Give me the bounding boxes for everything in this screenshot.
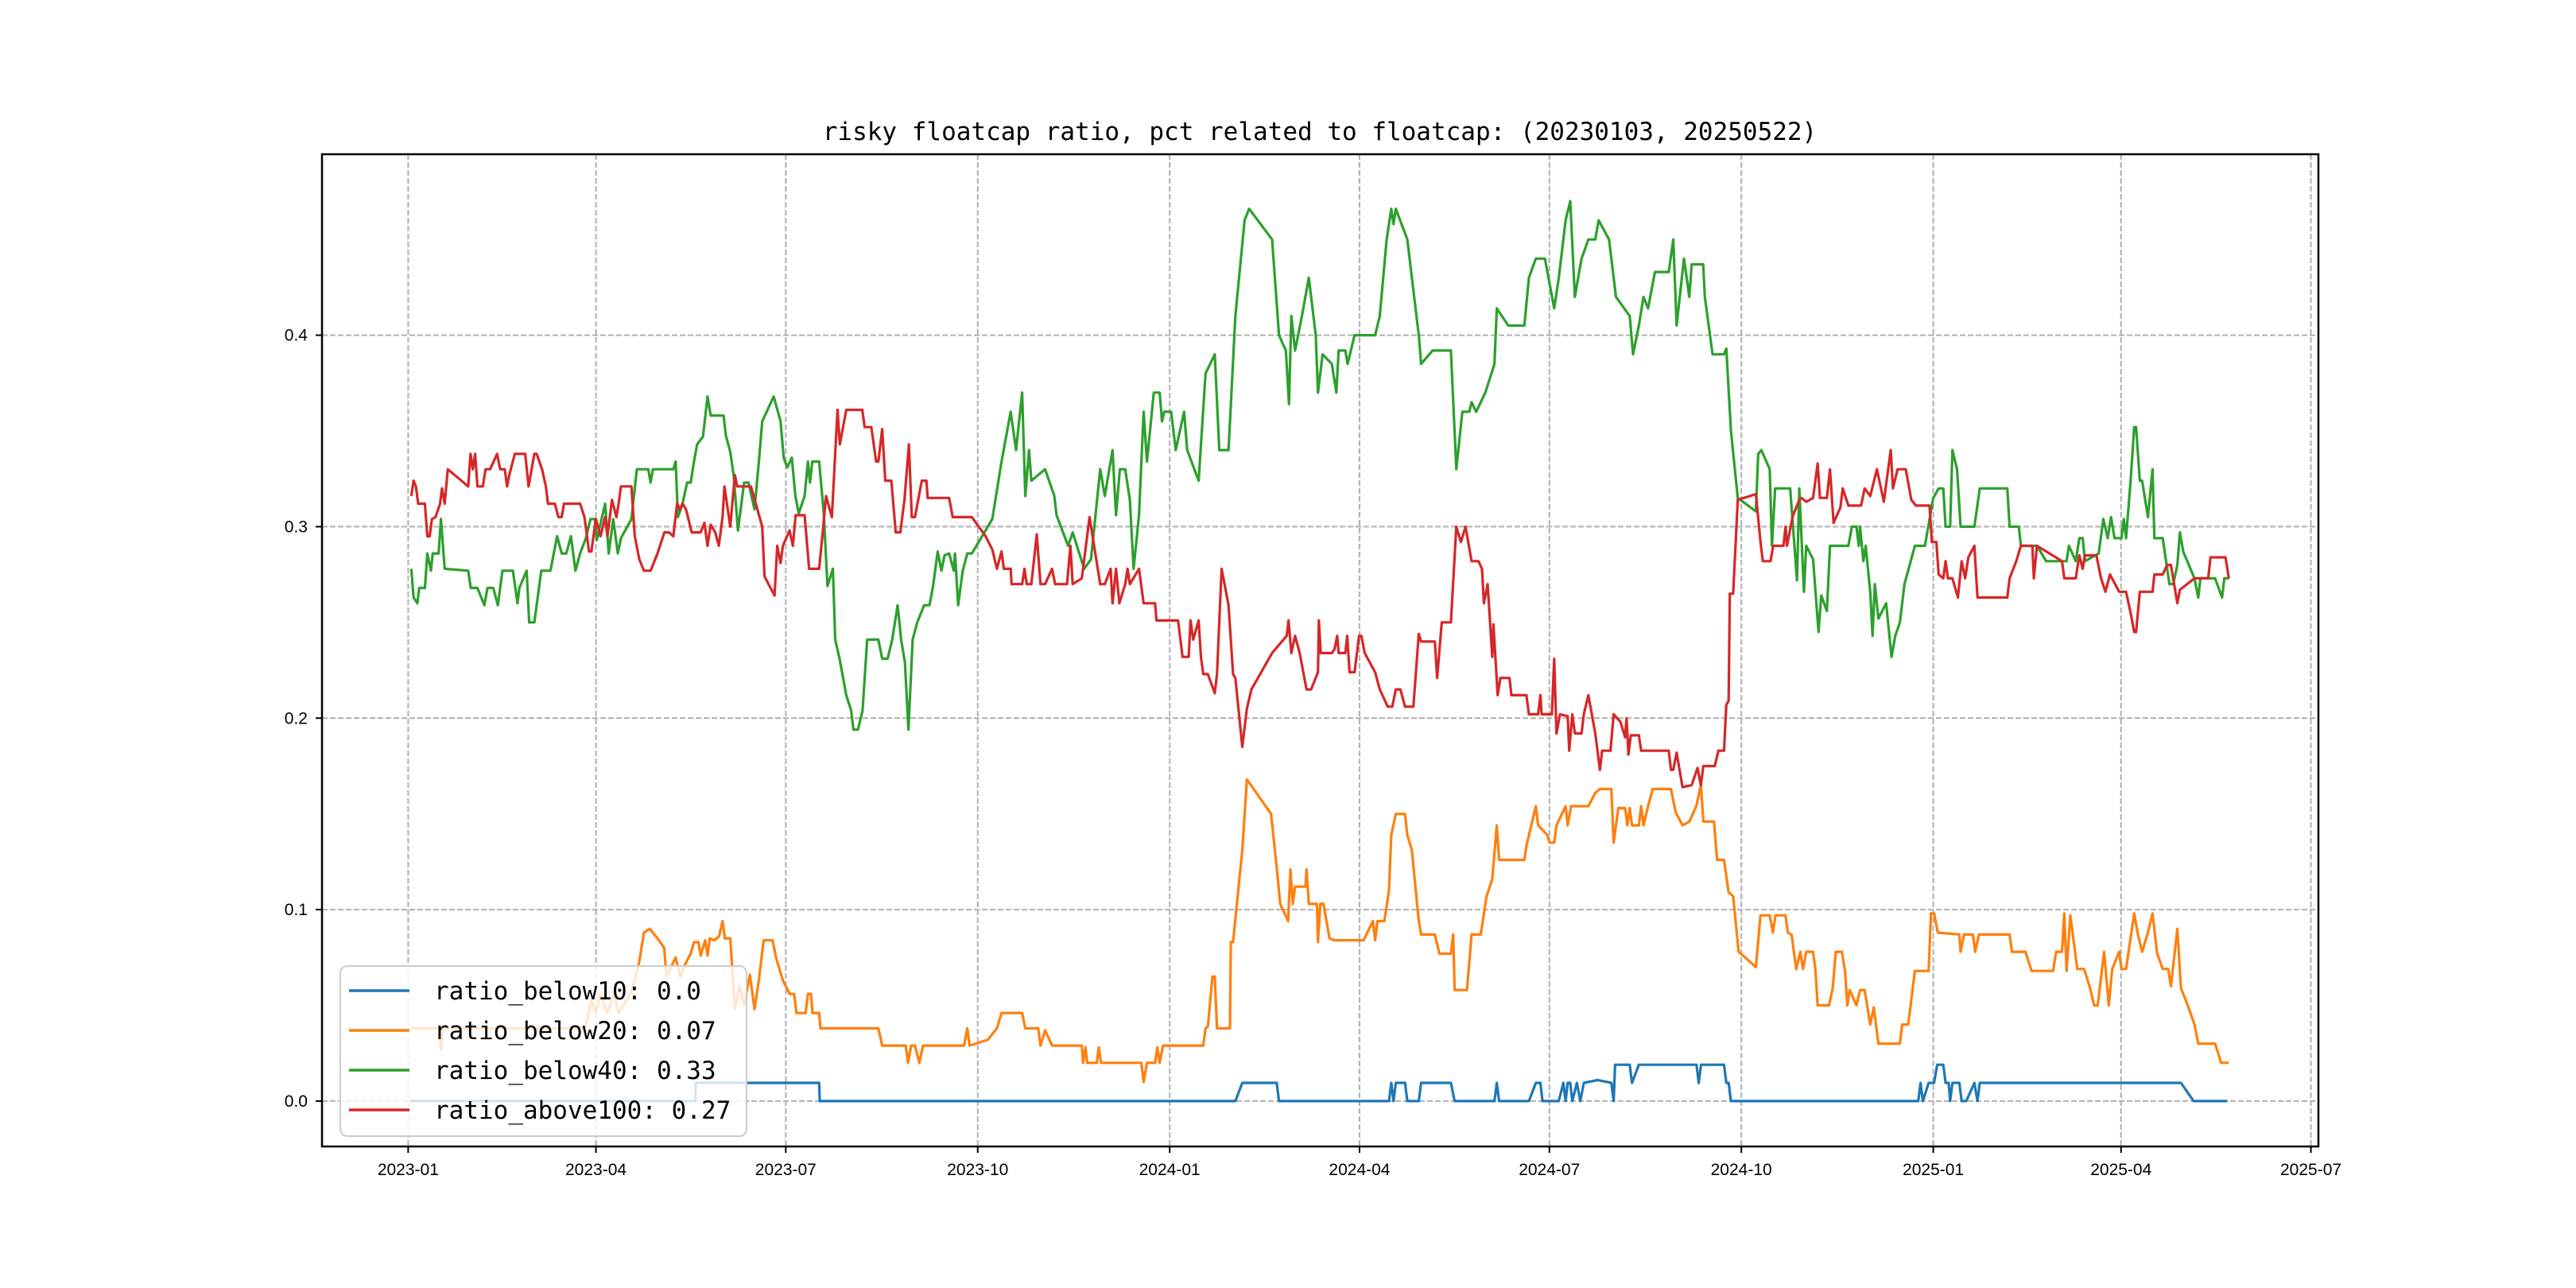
x-tick-label: 2024-04: [1329, 1161, 1390, 1179]
legend-item-ratio-below40: ratio_below40: 0.33: [349, 1057, 716, 1085]
x-tick-label: 2023-01: [378, 1161, 439, 1179]
series-layer: [409, 200, 2230, 1103]
chart-title: risky floatcap ratio, pct related to flo…: [823, 118, 1817, 146]
legend: ratio_below10: 0.0 ratio_below20: 0.07 r…: [339, 965, 747, 1137]
x-tick-label: 2024-01: [1139, 1161, 1201, 1179]
x-tick-label: 2025-07: [2280, 1161, 2341, 1179]
y-tick-label: 0.3: [285, 518, 308, 536]
legend-label: ratio_below10: 0.0: [434, 977, 701, 1006]
legend-item-ratio-above100: ratio_above100: 0.27: [349, 1096, 731, 1125]
legend-item-ratio-below10: ratio_below10: 0.0: [349, 977, 701, 1006]
axis-ticks: 2023-01 2023-04 2023-07 2023-10 2024-01 2024-…: [285, 327, 2341, 1179]
legend-label: ratio_below20: 0.07: [434, 1017, 716, 1046]
y-tick-label: 0.2: [285, 709, 308, 727]
legend-label: ratio_below40: 0.33: [434, 1057, 716, 1085]
series-line-ratio-below10: [410, 1063, 2228, 1103]
y-tick-label: 0.1: [285, 901, 308, 919]
legend-box: [339, 965, 747, 1137]
x-tick-label: 2023-07: [755, 1161, 817, 1179]
y-tick-label: 0.0: [285, 1092, 308, 1111]
x-tick-label: 2025-01: [1903, 1161, 1964, 1179]
legend-label: ratio_above100: 0.27: [434, 1096, 731, 1125]
series-line-ratio-above100: [409, 408, 2230, 789]
y-tick-label: 0.4: [285, 327, 308, 345]
x-tick-label: 2024-07: [1519, 1161, 1580, 1179]
axes-frame: [320, 153, 2320, 1148]
x-tick-label: 2023-04: [565, 1161, 627, 1179]
x-tick-label: 2024-10: [1711, 1161, 1772, 1179]
x-tick-label: 2023-10: [947, 1161, 1008, 1179]
x-tick-label: 2025-04: [2090, 1161, 2151, 1179]
series-line-ratio-below40: [409, 200, 2229, 731]
legend-item-ratio-below20: ratio_below20: 0.07: [349, 1017, 716, 1046]
series-line-ratio-below20: [411, 778, 2229, 1084]
